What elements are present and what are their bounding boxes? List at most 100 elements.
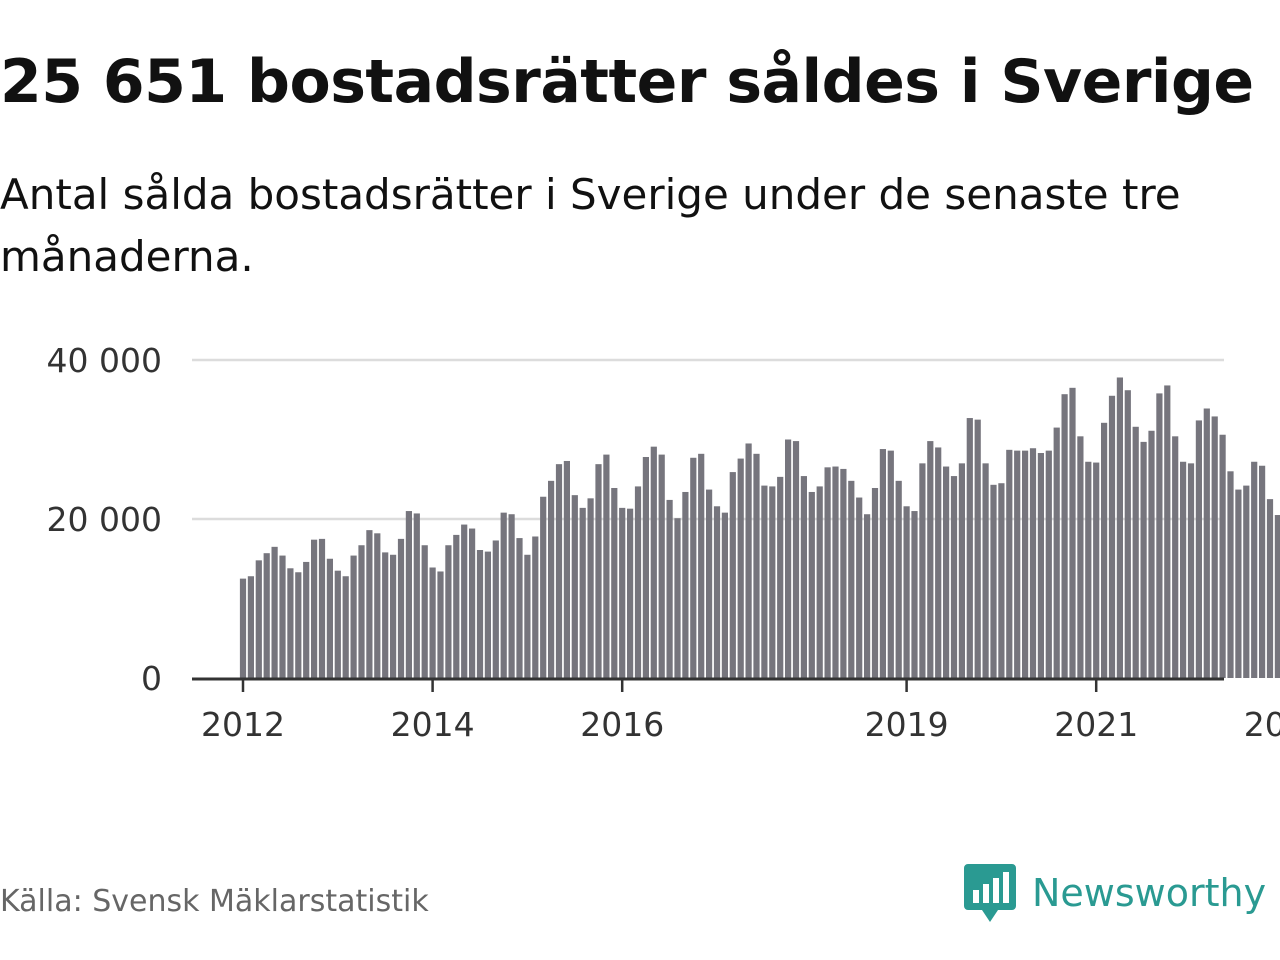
bar xyxy=(919,463,926,678)
bar xyxy=(397,538,405,679)
bar xyxy=(990,484,997,678)
bar xyxy=(1195,420,1202,678)
y-tick-label: 20 000 xyxy=(47,500,162,539)
bar xyxy=(611,487,618,678)
bar xyxy=(1274,515,1280,678)
y-tick-label: 0 xyxy=(141,659,162,698)
bar xyxy=(879,449,886,678)
x-tick-label: 2012 xyxy=(201,705,285,744)
bar xyxy=(871,487,879,678)
bar xyxy=(279,555,286,678)
bar xyxy=(334,570,341,678)
bar xyxy=(966,418,973,678)
bar xyxy=(390,554,397,678)
bar xyxy=(563,460,570,678)
bar xyxy=(484,551,491,678)
bar xyxy=(1116,377,1123,678)
bar-chart: 0 20 000 40 000 2012 2014 2016 2019 2021 2023 2… xyxy=(47,341,1280,744)
bar xyxy=(927,441,934,678)
bar xyxy=(476,550,484,678)
bar xyxy=(634,486,642,678)
bar xyxy=(579,507,586,678)
bar xyxy=(1156,393,1163,678)
bar xyxy=(856,497,863,678)
bar xyxy=(1053,427,1060,678)
bar xyxy=(358,545,365,678)
bar xyxy=(1148,430,1155,678)
bar xyxy=(690,457,697,678)
bar xyxy=(271,546,278,678)
bar xyxy=(658,454,665,678)
x-tick-label: 2016 xyxy=(580,705,664,744)
bar xyxy=(263,553,270,678)
bar xyxy=(1061,394,1068,678)
bar xyxy=(950,476,958,678)
bar xyxy=(1164,385,1171,678)
bar xyxy=(619,507,626,678)
bar xyxy=(1022,450,1029,678)
bar xyxy=(453,534,460,678)
bar xyxy=(943,466,950,678)
bar xyxy=(777,476,784,678)
bar xyxy=(492,540,499,678)
bar xyxy=(326,558,333,678)
bar xyxy=(461,524,468,678)
bar xyxy=(1108,395,1116,678)
bar xyxy=(840,468,847,678)
bar xyxy=(1006,449,1013,678)
bar xyxy=(255,560,262,678)
bar xyxy=(887,450,894,678)
bar xyxy=(1140,441,1147,678)
bar xyxy=(247,576,254,678)
bar xyxy=(1180,461,1187,678)
bar xyxy=(413,513,420,678)
bar xyxy=(1069,387,1076,678)
y-tick-label: 40 000 xyxy=(47,341,162,380)
bar xyxy=(792,441,800,678)
bar xyxy=(1187,463,1195,678)
bar xyxy=(1227,471,1234,678)
bar xyxy=(1211,416,1218,678)
bar xyxy=(903,506,910,678)
bar xyxy=(998,483,1005,678)
bar xyxy=(832,466,839,678)
bar xyxy=(682,491,689,678)
bar xyxy=(1132,426,1139,678)
bar xyxy=(1093,462,1100,678)
bar xyxy=(674,518,681,678)
bar xyxy=(974,419,981,679)
bar xyxy=(1029,448,1037,678)
bar xyxy=(366,530,373,678)
bar xyxy=(555,464,563,678)
bar xyxy=(982,463,989,678)
bar xyxy=(429,567,436,678)
bar xyxy=(1085,461,1092,678)
bar xyxy=(595,464,602,678)
bar xyxy=(721,512,728,678)
bar xyxy=(737,458,744,678)
bar xyxy=(421,545,428,678)
bar xyxy=(469,528,476,678)
bar xyxy=(603,454,610,678)
source-note: Källa: Svensk Mäklarstatistik xyxy=(0,884,429,919)
bar xyxy=(303,561,310,678)
bar xyxy=(311,539,318,678)
brand: Newsworthy xyxy=(964,862,1266,924)
bar xyxy=(445,545,452,678)
bar xyxy=(761,485,768,678)
bar xyxy=(958,463,965,678)
bar xyxy=(808,491,815,678)
bar xyxy=(318,538,326,679)
bar xyxy=(587,498,594,678)
page-subtitle: Antal sålda bostadsrätter i Sverige unde… xyxy=(0,170,1181,281)
bar xyxy=(1124,390,1131,678)
bar xyxy=(342,576,349,678)
bar xyxy=(540,496,547,678)
bar xyxy=(1014,450,1021,678)
bar xyxy=(706,489,713,678)
bar xyxy=(785,439,792,678)
bar xyxy=(1266,499,1274,679)
bar xyxy=(532,536,539,678)
bar xyxy=(816,486,823,678)
bar xyxy=(698,453,705,678)
